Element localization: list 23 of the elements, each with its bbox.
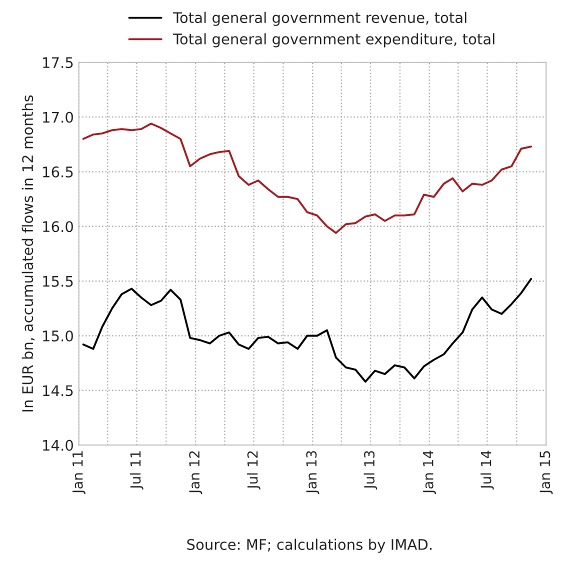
x-tick-label: Jul 14 xyxy=(480,450,494,490)
x-tick-label: Jan 14 xyxy=(423,450,436,494)
x-tick-label: Jan 13 xyxy=(306,451,320,494)
legend-label: Total general government expenditure, total xyxy=(172,33,494,48)
x-tick-label: Jan 11 xyxy=(72,451,86,494)
y-tick-label: 16.0 xyxy=(43,221,73,232)
x-tick-label: Jul 12 xyxy=(247,451,260,490)
x-tick-label: Jan 15 xyxy=(540,451,553,494)
line-series xyxy=(82,278,532,383)
y-tick-label: 17.0 xyxy=(43,112,73,123)
y-axis-title: In EUR bn, accumulated flows in 12 months xyxy=(22,95,35,412)
x-tick-label: Jan 12 xyxy=(189,451,202,494)
y-tick-label: 15.5 xyxy=(43,276,73,287)
line-series xyxy=(82,122,532,234)
x-tick-label: Jul 11 xyxy=(130,451,144,490)
y-tick-label: 15.0 xyxy=(43,330,73,342)
y-tick-label: 14.5 xyxy=(43,385,73,396)
x-tick-label: Jul 13 xyxy=(364,451,378,490)
y-tick-label: 16.5 xyxy=(43,166,73,178)
source-note: Source: MF; calculations by IMAD. xyxy=(187,538,432,553)
y-tick-label: 17.5 xyxy=(43,57,73,68)
y-tick-label: 14.0 xyxy=(43,440,73,451)
legend-label: Total general government revenue, total xyxy=(172,12,466,26)
